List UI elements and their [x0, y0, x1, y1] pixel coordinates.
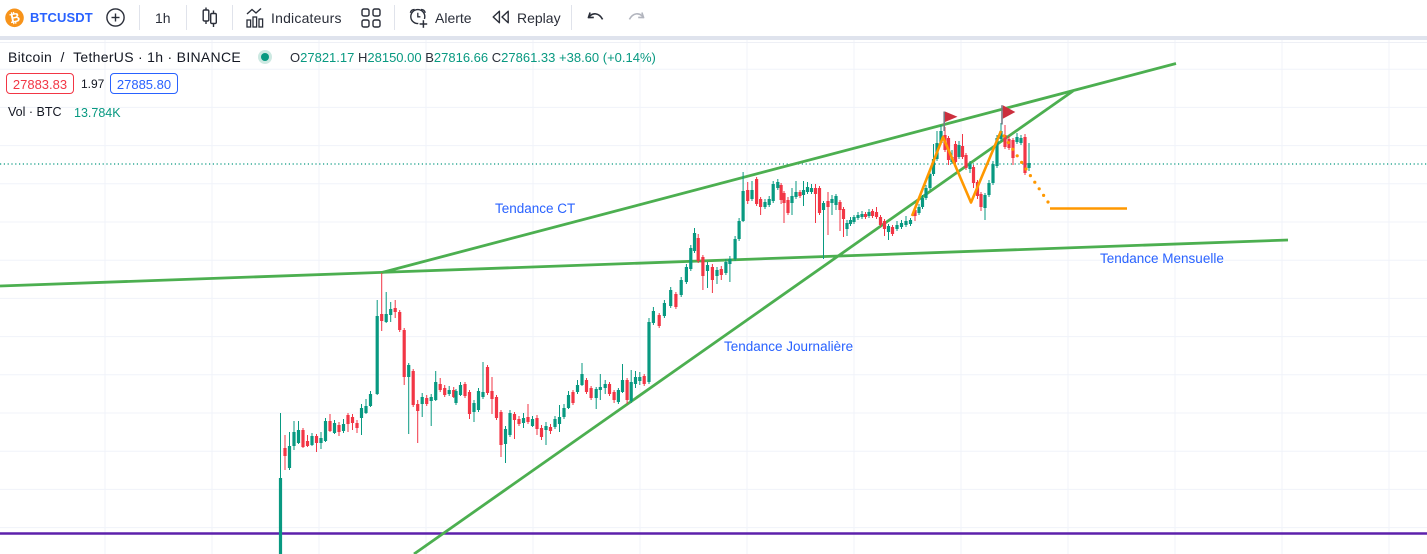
svg-text:Tendance CT: Tendance CT — [495, 201, 575, 216]
svg-text:₿: ₿ — [8, 9, 21, 26]
svg-text:Tendance Journalière: Tendance Journalière — [724, 339, 853, 354]
svg-text:Tendance Mensuelle: Tendance Mensuelle — [1100, 251, 1224, 266]
